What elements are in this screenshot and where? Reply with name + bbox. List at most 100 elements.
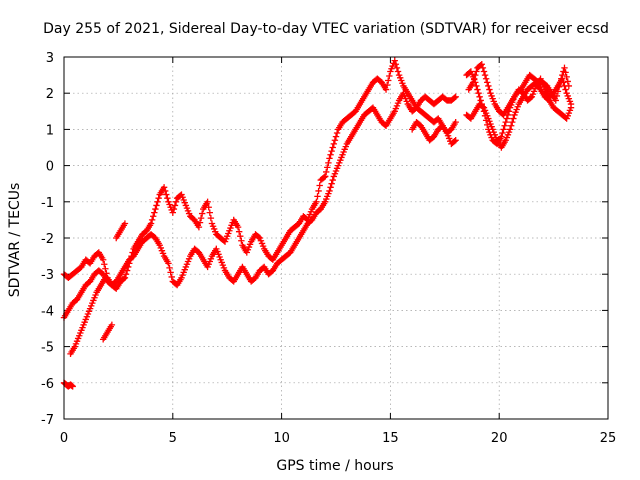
data-point (452, 118, 459, 126)
data-point (316, 182, 323, 189)
y-axis-label: SDTVAR / TECUs (7, 183, 23, 298)
x-axis-label: GPS time / hours (276, 458, 393, 474)
data-point (325, 159, 332, 167)
y-tick-label: -5 (41, 341, 54, 356)
data-point (329, 144, 336, 151)
data-point (326, 187, 333, 195)
data-point (385, 77, 392, 84)
data-point (500, 126, 507, 133)
data-point (478, 61, 485, 68)
data-point (166, 264, 173, 272)
data-point (237, 232, 244, 240)
data-point (482, 75, 490, 82)
data-point (503, 115, 511, 122)
x-tick-label: 20 (491, 431, 508, 446)
data-point (167, 269, 174, 276)
y-tick-label: 1 (46, 123, 54, 138)
data-point (102, 274, 109, 282)
y-tick-label: -1 (41, 196, 54, 211)
data-point (499, 129, 506, 137)
data-point (565, 82, 573, 90)
data-point (452, 137, 459, 144)
data-point (393, 64, 401, 72)
data-point (320, 174, 328, 181)
data-point (333, 129, 341, 137)
data-point (470, 75, 478, 82)
data-point (391, 57, 398, 64)
data-point (553, 92, 561, 100)
data-point (196, 219, 204, 226)
data-point (204, 198, 211, 205)
data-point (554, 88, 562, 95)
data-point (160, 184, 168, 191)
data-point (330, 140, 338, 148)
data-point (255, 233, 262, 241)
data-point (332, 133, 340, 140)
x-tick-label: 5 (169, 431, 177, 446)
data-point (484, 121, 491, 129)
data-point (564, 78, 571, 85)
data-point (313, 198, 320, 205)
data-point (170, 205, 178, 213)
y-tick-label: -4 (41, 304, 54, 319)
data-point (165, 260, 172, 267)
data-point (321, 173, 329, 180)
data-point (502, 118, 509, 126)
series-track-f (113, 220, 129, 242)
data-points (60, 57, 575, 390)
data-point (327, 184, 334, 191)
data-point (314, 193, 321, 200)
series-track-i (408, 118, 459, 148)
data-point (99, 256, 107, 263)
data-point (383, 81, 391, 89)
data-point (469, 79, 477, 86)
data-point (475, 90, 482, 97)
data-point (315, 187, 322, 195)
data-point (451, 137, 458, 145)
series-track-d (99, 321, 116, 343)
data-point (148, 216, 156, 224)
x-tick-label: 25 (600, 431, 617, 446)
data-point (205, 204, 212, 211)
data-point (120, 275, 128, 282)
data-point (559, 71, 566, 79)
data-point (476, 93, 483, 101)
data-point (498, 133, 505, 140)
series-track-k (463, 79, 575, 151)
data-point (479, 64, 487, 72)
data-point (171, 202, 179, 209)
data-point (328, 147, 335, 155)
data-point (473, 82, 480, 90)
data-point (480, 68, 488, 75)
data-point (472, 71, 479, 79)
data-point (323, 168, 330, 176)
y-tick-label: -3 (41, 268, 54, 283)
data-point (198, 210, 206, 217)
data-point (147, 220, 155, 227)
y-tick-label: 0 (46, 160, 54, 175)
y-tick-label: 3 (46, 51, 54, 66)
data-point (154, 198, 161, 205)
data-point (206, 209, 213, 216)
data-point (567, 104, 575, 111)
chart-title: Day 255 of 2021, Sidereal Day-to-day VTE… (43, 21, 609, 37)
data-point (394, 68, 402, 75)
data-point (555, 83, 563, 91)
data-point (473, 68, 480, 75)
series-track-h (321, 90, 459, 205)
data-point (452, 93, 459, 101)
data-point (506, 126, 514, 133)
data-point (331, 137, 339, 144)
data-point (108, 321, 116, 329)
data-point (121, 274, 129, 282)
data-point (507, 122, 515, 129)
data-point (207, 214, 215, 222)
x-tick-label: 15 (382, 431, 399, 446)
data-point (382, 86, 390, 93)
data-point (197, 214, 205, 222)
data-point (527, 94, 534, 101)
data-point (324, 164, 331, 171)
series-track-b (60, 198, 329, 321)
data-point (235, 228, 243, 235)
